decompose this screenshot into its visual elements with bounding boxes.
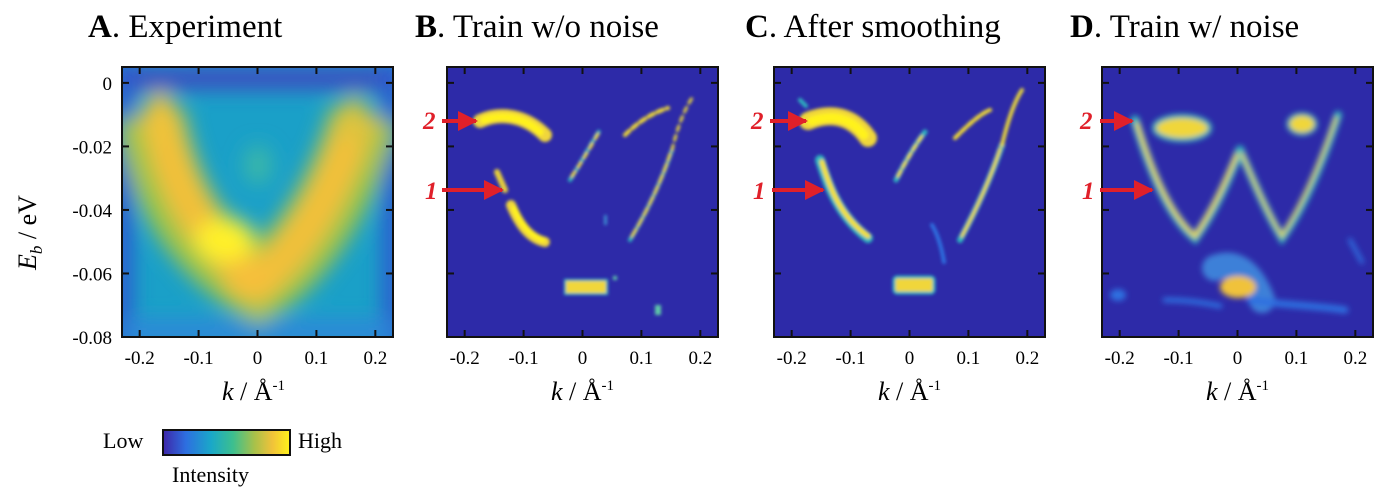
x-tick-label: 0: [578, 348, 588, 369]
x-tick-label: 0.1: [630, 348, 654, 369]
panel-b-axes: -0.2 -0.1 0 0.1 0.2: [447, 67, 718, 369]
panel-d-xlabel: k / Å-1: [1206, 377, 1269, 406]
panel-c-label-2: 2: [750, 108, 764, 135]
x-tick-label: 0.1: [957, 348, 981, 369]
panel-d-label-2: 2: [1079, 108, 1093, 135]
x-tick-label: 0.1: [305, 348, 329, 369]
panel-d-title: D. Train w/ noise: [1070, 9, 1299, 45]
x-tick-label: 0: [253, 348, 263, 369]
x-tick-label: 0: [905, 348, 915, 369]
x-tick-label: -0.1: [509, 348, 539, 369]
panel-c-axes: -0.2 -0.1 0 0.1 0.2: [774, 67, 1045, 369]
x-tick-label: -0.2: [777, 348, 807, 369]
x-tick-label: 0.2: [1015, 348, 1039, 369]
x-tick-label: -0.2: [1105, 348, 1135, 369]
x-tick-label: -0.1: [836, 348, 866, 369]
panel-d: -0.2 -0.1 0 0.1 0.2 k / Å-1 2 1: [1079, 66, 1374, 406]
panel-a-ylabel: Eb / eV: [13, 195, 46, 271]
panel-d-heatmap: [1102, 67, 1373, 337]
panel-d-label-1: 1: [1082, 178, 1095, 205]
panel-c-label-1: 1: [753, 178, 766, 205]
x-tick-label: -0.2: [450, 348, 480, 369]
panel-c-title-text: . After smoothing: [769, 9, 1001, 45]
panel-d-letter: D: [1070, 9, 1094, 45]
x-tick-label: -0.1: [184, 348, 214, 369]
panel-c-heatmap: [774, 67, 1045, 337]
x-tick-label: -0.2: [125, 348, 155, 369]
panel-b: -0.2 -0.1 0 0.1 0.2 k / Å-1 2 1: [422, 66, 719, 406]
panel-a-letter: A: [88, 9, 112, 45]
panel-b-title-text: . Train w/o noise: [437, 9, 659, 45]
panel-d-title-text: . Train w/ noise: [1094, 9, 1299, 45]
y-tick-label: 0: [103, 74, 113, 95]
y-tick-label: -0.02: [72, 137, 112, 158]
x-tick-label: 0.2: [688, 348, 712, 369]
x-tick-label: -0.1: [1164, 348, 1194, 369]
panel-b-title: B. Train w/o noise: [415, 9, 659, 45]
x-tick-label: 0: [1233, 348, 1243, 369]
colorbar-high-label: High: [298, 428, 342, 453]
panel-a: -0.2 -0.1 0 0.1 0.2 0 -0.02 -0.04 -0.06 -0.08 k /…: [13, 66, 394, 406]
panel-a-title-text: . Experiment: [112, 9, 282, 45]
panel-c: -0.2 -0.1 0 0.1 0.2 k / Å-1 2 1: [750, 66, 1046, 406]
y-tick-label: -0.06: [72, 264, 112, 285]
y-tick-label: -0.08: [72, 328, 112, 349]
colorbar: Low High Intensity: [103, 428, 342, 487]
x-tick-label: 0.1: [1285, 348, 1309, 369]
colorbar-title: Intensity: [172, 462, 249, 487]
colorbar-gradient: [162, 429, 291, 456]
panel-b-label-2: 2: [422, 108, 436, 135]
panel-a-axes: -0.2 -0.1 0 0.1 0.2 0 -0.02 -0.04 -0.06 -0.08: [72, 67, 393, 369]
x-tick-label: 0.2: [363, 348, 387, 369]
panel-c-xlabel: k / Å-1: [878, 377, 941, 406]
panel-b-label-1: 1: [425, 178, 438, 205]
y-tick-label: -0.04: [72, 201, 112, 222]
colorbar-low-label: Low: [103, 428, 143, 453]
panel-d-axes: -0.2 -0.1 0 0.1 0.2: [1102, 67, 1373, 369]
panel-b-heatmap: [447, 67, 718, 337]
panel-c-title: C. After smoothing: [745, 9, 1001, 45]
panel-c-letter: C: [745, 9, 769, 45]
x-tick-label: 0.2: [1343, 348, 1367, 369]
panel-a-xlabel: k / Å-1: [222, 377, 285, 406]
panel-a-heatmap: [122, 67, 393, 337]
panel-b-letter: B: [415, 9, 437, 45]
panel-b-xlabel: k / Å-1: [551, 377, 614, 406]
panel-a-title: A. Experiment: [88, 9, 282, 45]
